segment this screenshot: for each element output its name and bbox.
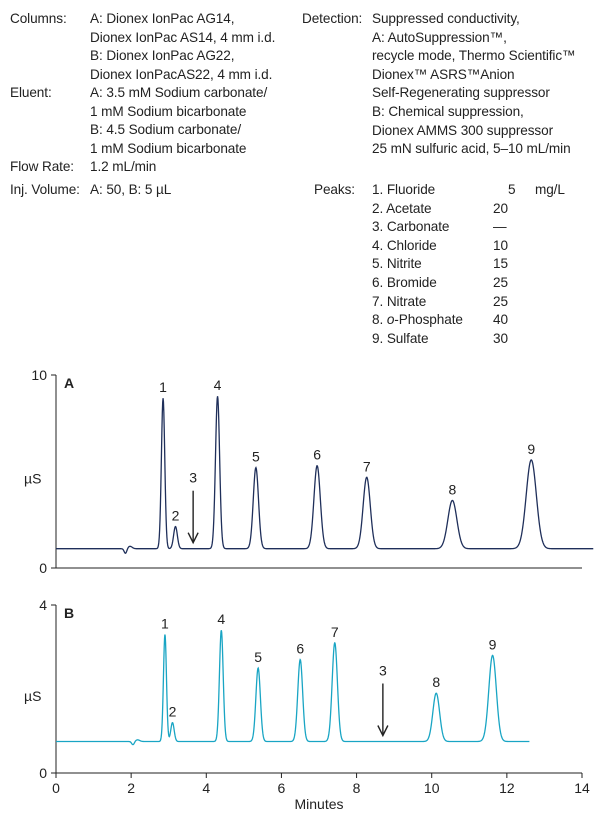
peak-conc: 15 (493, 256, 508, 272)
y-tick-label: 4 (39, 597, 47, 613)
peak-label: 8 (432, 674, 440, 690)
peak-conc: 10 (493, 237, 508, 253)
flow-rate-value: 1.2 mL/min (90, 159, 157, 174)
peaks-names: 1. Fluoride 2. Acetate 3. Carbonate 4. C… (372, 181, 463, 348)
peak-name: 3. Carbonate (372, 219, 450, 235)
flow-rate-label: Flow Rate: (10, 159, 74, 174)
y-axis-label: µS (24, 471, 41, 487)
columns-label: Columns: (10, 11, 67, 26)
peak-name: 9. Sulfate (372, 330, 429, 346)
columns-line: A: Dionex IonPac AG14, (90, 11, 235, 26)
peak-label: 7 (363, 458, 371, 474)
detection-line: Suppressed conductivity, (372, 11, 520, 26)
peaks-label: Peaks: (314, 182, 355, 197)
inj-volume-label: Inj. Volume: (10, 182, 80, 197)
y-tick-label: 0 (39, 765, 47, 781)
detection-line: A: AutoSuppression™, (372, 29, 507, 45)
peak-name: 5. Nitrite (372, 256, 422, 272)
x-tick-label: 8 (353, 780, 361, 796)
peak-name: 6. Bromide (372, 274, 437, 290)
detection-line: recycle mode, Thermo Scientific™ (372, 48, 576, 64)
detection-line: Dionex AMMS 300 suppressor (372, 122, 554, 138)
peak-label: 9 (489, 636, 497, 652)
peak-label: 6 (296, 641, 304, 657)
eluent-value: A: 3.5 mM Sodium carbonate/ 1 mM Sodium … (90, 84, 267, 158)
x-axis-label: Minutes (294, 796, 343, 812)
columns-value: A: Dionex IonPac AG14, Dionex IonPac AS1… (90, 10, 275, 84)
peak-name: 2. Acetate (372, 200, 432, 216)
peak-label: 2 (172, 508, 180, 524)
peak-name: 7. Nitrate (372, 293, 427, 309)
x-tick-label: 0 (52, 780, 60, 796)
peak-label: 8 (448, 481, 456, 497)
peak-label: 4 (214, 377, 222, 393)
eluent-label: Eluent: (10, 85, 52, 100)
arrow-label: 3 (379, 663, 387, 679)
arrow-head (187, 532, 199, 545)
columns-line: B: Dionex IonPac AG22, (90, 48, 235, 64)
chromatogram-trace (56, 630, 530, 746)
peak-label: 9 (527, 441, 535, 457)
x-tick-label: 2 (127, 780, 135, 796)
panel-label: B (64, 605, 74, 621)
peak-label: 6 (313, 447, 321, 463)
peak-label: 5 (252, 449, 260, 465)
eluent-line: 1 mM Sodium bicarbonate (90, 140, 247, 156)
peak-name: 4. Chloride (372, 237, 437, 253)
eluent-line: B: 4.5 Sodium carbonate/ (90, 122, 242, 138)
x-tick-label: 6 (278, 780, 286, 796)
columns-line: Dionex IonPacAS22, 4 mm i.d. (90, 66, 273, 82)
peak-label: 4 (217, 611, 225, 627)
peak-conc: 40 (493, 312, 508, 328)
inj-volume-value: A: 50, B: 5 µL (90, 182, 172, 197)
columns-line: Dionex IonPac AS14, 4 mm i.d. (90, 29, 276, 45)
panel-label: A (64, 375, 74, 391)
peak-label: 5 (254, 649, 262, 665)
x-tick-label: 12 (499, 780, 515, 796)
y-tick-label: 10 (31, 367, 47, 383)
peak-label: 1 (159, 379, 167, 395)
peak-conc: 25 (493, 274, 508, 290)
peaks-concs: 5 20 — 10 15 25 25 40 30 (493, 181, 516, 348)
peak-conc: 30 (493, 330, 508, 346)
x-tick-label: 4 (202, 780, 210, 796)
detection-line: Self-Regenerating suppressor (372, 85, 550, 101)
peak-conc: 25 (493, 293, 508, 309)
peak-name: 1. Fluoride (372, 182, 436, 197)
eluent-line: A: 3.5 mM Sodium carbonate/ (90, 85, 268, 100)
y-axis-label: µS (24, 688, 41, 704)
peak-label: 2 (169, 704, 177, 720)
peak-conc: — (493, 219, 507, 235)
x-tick-label: 14 (574, 780, 590, 796)
peak-label: 7 (331, 624, 339, 640)
y-tick-label: 0 (39, 560, 47, 576)
chromatogram-trace (56, 396, 594, 555)
arrow-head (377, 725, 389, 738)
detection-label: Detection: (302, 11, 363, 26)
detection-line: B: Chemical suppression, (372, 103, 524, 119)
detection-value: Suppressed conductivity, A: AutoSuppress… (372, 10, 576, 159)
peak-conc: 5 (508, 182, 516, 197)
arrow-label: 3 (189, 470, 197, 486)
peak-conc: 20 (493, 200, 508, 216)
detection-line: 25 mN sulfuric acid, 5–10 mL/min (372, 141, 571, 157)
eluent-line: 1 mM Sodium bicarbonate (90, 103, 247, 119)
peaks-unit: mg/L (535, 182, 565, 197)
detection-line: Dionex™ ASRS™Anion (372, 66, 515, 82)
peak-label: 1 (161, 615, 169, 631)
x-tick-label: 10 (424, 780, 440, 796)
peak-name: 8. o-Phosphate (372, 312, 463, 328)
